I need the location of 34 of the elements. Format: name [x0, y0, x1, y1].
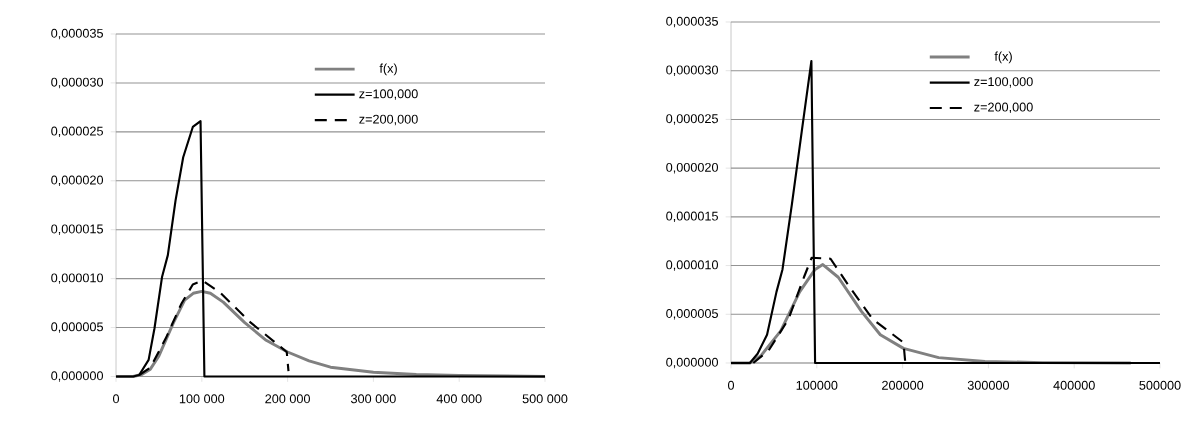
y-tick-label: 0,000035: [666, 16, 718, 28]
legend-label: f(x): [379, 63, 397, 76]
x-tick-label: 200000: [882, 380, 924, 390]
x-tick-label: 100 000: [179, 394, 225, 404]
y-tick-label: 0,000005: [51, 322, 103, 333]
x-tick-label: 400000: [1053, 380, 1095, 390]
x-tick-label: 100000: [796, 380, 838, 390]
y-tick-label: 0,000015: [666, 211, 718, 223]
legend-label: f(x): [994, 51, 1012, 64]
legend-label: z=100,000: [974, 77, 1033, 88]
y-tick-label: 0,000005: [666, 309, 718, 320]
x-tick-label: 0: [727, 380, 735, 390]
legend-label: z=200,000: [359, 114, 418, 126]
y-tick-label: 0,000010: [51, 273, 104, 284]
y-tick-label: 0,000000: [666, 357, 719, 369]
y-tick-label: 0,000030: [51, 77, 104, 89]
x-tick-label: 300 000: [351, 394, 396, 404]
y-tick-label: 0,000000: [51, 371, 104, 382]
y-tick-label: 0,000025: [666, 114, 718, 125]
y-tick-label: 0,000020: [51, 175, 104, 187]
x-tick-label: 400 000: [436, 394, 482, 404]
legend-label: z=200,000: [974, 102, 1033, 114]
y-tick-label: 0,000030: [666, 65, 719, 76]
y-tick-label: 0,000035: [51, 28, 103, 40]
y-tick-label: 0,000015: [51, 224, 103, 235]
y-tick-label: 0,000025: [51, 126, 103, 138]
x-tick-label: 500 000: [522, 394, 568, 404]
y-tick-label: 0,000010: [666, 260, 719, 271]
x-tick-label: 200 000: [265, 394, 310, 404]
legend-label: z=100,000: [359, 89, 418, 100]
x-tick-label: 0: [113, 394, 120, 404]
y-tick-label: 0,000020: [666, 162, 719, 174]
x-tick-label: 500000: [1139, 380, 1181, 390]
x-tick-label: 300000: [967, 380, 1010, 390]
